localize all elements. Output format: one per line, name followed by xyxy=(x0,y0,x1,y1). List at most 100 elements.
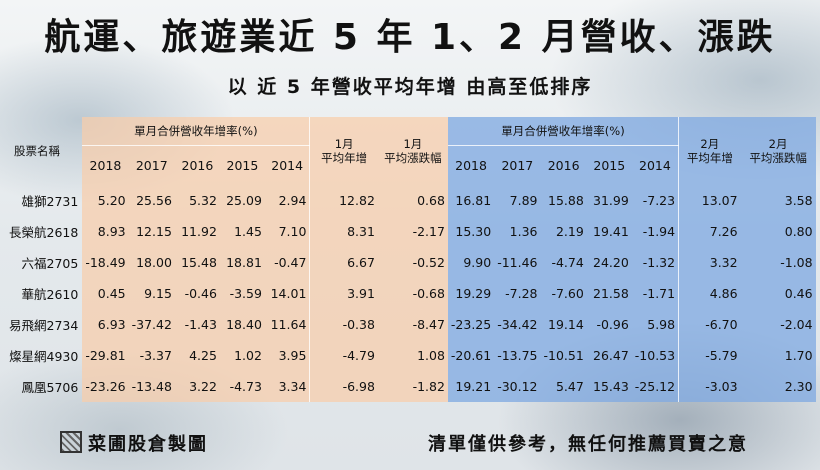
jan-avg-cell: -0.38 xyxy=(309,309,378,340)
feb-growth-cell: -11.46 xyxy=(494,247,541,278)
jan-avg-cell: -4.79 xyxy=(309,340,378,371)
table-row: 鳳凰5706 -23.26 -13.48 3.22 -4.73 3.34 -6.98 -1.8… xyxy=(6,371,816,402)
revenue-table: 股票名稱 單月合併營收年增率(%) 1月 平均年增 1月 平均漲跌幅 單月合併營… xyxy=(6,117,816,402)
jan-avg-header-line2: 平均年增 xyxy=(321,151,368,165)
feb-growth-cell: -1.71 xyxy=(631,278,680,309)
jan-growth-cell: 11.64 xyxy=(264,309,311,340)
jan-growth-cell: 7.10 xyxy=(264,216,311,247)
jan-growth-cell: 6.93 xyxy=(82,309,129,340)
table-row: 雄獅2731 5.20 25.56 5.32 25.09 2.94 12.82 0.68 16.… xyxy=(6,185,816,216)
feb-growth-cell: 15.88 xyxy=(540,185,587,216)
jan-rise-header-line2: 平均漲跌幅 xyxy=(384,151,442,165)
table-header-row-2: 2018 2017 2016 2015 2014 2018 2017 2016 … xyxy=(6,145,816,185)
jan-growth-cell: 3.34 xyxy=(264,371,311,402)
jan-growth-cell: 4.25 xyxy=(174,340,220,371)
page-subtitle: 以 近 5 年營收平均年增 由高至低排序 xyxy=(227,76,593,98)
jan-growth-cell: -1.43 xyxy=(174,309,220,340)
feb-rise-header-line2: 平均漲跌幅 xyxy=(749,151,807,165)
feb-growth-cell: 19.29 xyxy=(447,278,495,309)
jan-growth-cell: -3.37 xyxy=(128,340,175,371)
jan-rise-cell: -0.52 xyxy=(377,247,448,278)
feb-rise-cell: 1.70 xyxy=(740,340,816,371)
jan-avg-cell: 12.82 xyxy=(309,185,378,216)
feb-rise-cell: 2.30 xyxy=(740,371,816,402)
feb-growth-cell: -20.61 xyxy=(447,340,495,371)
stock-name-cell: 長榮航2618 xyxy=(9,225,79,240)
feb-growth-cell: -4.74 xyxy=(540,247,587,278)
table-row: 燦星網4930 -29.81 -3.37 4.25 1.02 3.95 -4.79 1.08-… xyxy=(6,340,816,371)
jan-year-header: 2015 xyxy=(219,145,265,185)
jan-growth-cell: 15.48 xyxy=(174,247,220,278)
feb-year-header: 2015 xyxy=(586,145,632,185)
jan-growth-cell: 14.01 xyxy=(264,278,311,309)
jan-rise-cell: -0.68 xyxy=(377,278,448,309)
jan-growth-cell: -13.48 xyxy=(128,371,175,402)
jan-rise-cell: 1.08 xyxy=(377,340,448,371)
jan-growth-cell: 1.45 xyxy=(219,216,265,247)
jan-year-header: 2014 xyxy=(264,145,311,185)
feb-rise-cell: -1.08 xyxy=(740,247,816,278)
stock-name-cell: 六福2705 xyxy=(21,256,79,271)
feb-growth-cell: 2.19 xyxy=(540,216,587,247)
feb-avg-cell: 7.26 xyxy=(678,216,741,247)
feb-avg-cell: -5.79 xyxy=(678,340,741,371)
jan-avg-header: 1月 平均年增 xyxy=(309,117,378,185)
feb-year-header: 2018 xyxy=(447,145,495,185)
jan-group-header: 單月合併營收年增率(%) xyxy=(82,117,311,146)
jan-growth-cell: 18.40 xyxy=(219,309,265,340)
jan-growth-cell: 5.20 xyxy=(82,185,129,216)
jan-year-header: 2016 xyxy=(174,145,220,185)
feb-growth-cell: 19.21 xyxy=(447,371,495,402)
feb-growth-cell: -23.25 xyxy=(447,309,495,340)
feb-avg-header-line1: 2月 xyxy=(700,137,720,151)
jan-growth-cell: 25.09 xyxy=(219,185,265,216)
stock-name-header: 股票名稱 xyxy=(14,144,60,158)
feb-growth-cell: -1.32 xyxy=(631,247,680,278)
jan-growth-cell: 8.93 xyxy=(82,216,129,247)
table-body: 雄獅2731 5.20 25.56 5.32 25.09 2.94 12.82 0.68 16.… xyxy=(6,185,816,402)
table-row: 六福2705 -18.49 18.00 15.48 18.81 -0.47 6.67 -0.5… xyxy=(6,247,816,278)
jan-growth-cell: 18.81 xyxy=(219,247,265,278)
jan-growth-cell: -23.26 xyxy=(82,371,129,402)
feb-avg-cell: 13.07 xyxy=(678,185,741,216)
jan-avg-cell: -6.98 xyxy=(309,371,378,402)
feb-growth-cell: -30.12 xyxy=(494,371,541,402)
feb-growth-cell: -34.42 xyxy=(494,309,541,340)
feb-avg-header: 2月 平均年增 xyxy=(678,117,741,185)
feb-year-header: 2014 xyxy=(631,145,680,185)
jan-rise-cell: -1.82 xyxy=(377,371,448,402)
feb-growth-cell: 5.47 xyxy=(540,371,587,402)
feb-growth-cell: 15.43 xyxy=(586,371,632,402)
feb-rise-header-line1: 2月 xyxy=(768,137,788,151)
jan-rise-cell: -8.47 xyxy=(377,309,448,340)
feb-growth-cell: 26.47 xyxy=(586,340,632,371)
feb-group-header: 單月合併營收年增率(%) xyxy=(447,117,680,146)
feb-growth-cell: 21.58 xyxy=(586,278,632,309)
jan-rise-header-line1: 1月 xyxy=(403,137,423,151)
jan-growth-cell: 1.02 xyxy=(219,340,265,371)
jan-rise-cell: 0.68 xyxy=(377,185,448,216)
disclaimer: 清單僅供參考，無任何推薦買賣之意 xyxy=(428,434,748,455)
jan-growth-cell: 3.22 xyxy=(174,371,220,402)
logo-icon xyxy=(60,431,82,453)
jan-growth-cell: 18.00 xyxy=(128,247,175,278)
feb-growth-cell: -10.53 xyxy=(631,340,680,371)
stock-name-cell: 燦星網4930 xyxy=(9,349,79,364)
jan-growth-cell: -4.73 xyxy=(219,371,265,402)
feb-growth-cell: 9.90 xyxy=(447,247,495,278)
jan-growth-cell: -3.59 xyxy=(219,278,265,309)
feb-growth-cell: -1.94 xyxy=(631,216,680,247)
feb-avg-cell: -6.70 xyxy=(678,309,741,340)
jan-growth-cell: -0.46 xyxy=(174,278,220,309)
stock-name-cell: 雄獅2731 xyxy=(21,194,79,209)
feb-growth-cell: 5.98 xyxy=(631,309,680,340)
feb-growth-cell: 19.41 xyxy=(586,216,632,247)
feb-growth-cell: -25.12 xyxy=(631,371,680,402)
jan-growth-cell: 9.15 xyxy=(128,278,175,309)
jan-growth-cell: 11.92 xyxy=(174,216,220,247)
table-row: 華航2610 0.45 9.15 -0.46 -3.59 14.01 3.91 -0.68 19… xyxy=(6,278,816,309)
jan-year-header: 2017 xyxy=(128,145,175,185)
jan-growth-cell: -0.47 xyxy=(264,247,311,278)
table-row: 長榮航2618 8.93 12.15 11.92 1.45 7.10 8.31 -2.17 15… xyxy=(6,216,816,247)
table-header-row-1: 股票名稱 單月合併營收年增率(%) 1月 平均年增 1月 平均漲跌幅 單月合併營… xyxy=(6,117,816,185)
